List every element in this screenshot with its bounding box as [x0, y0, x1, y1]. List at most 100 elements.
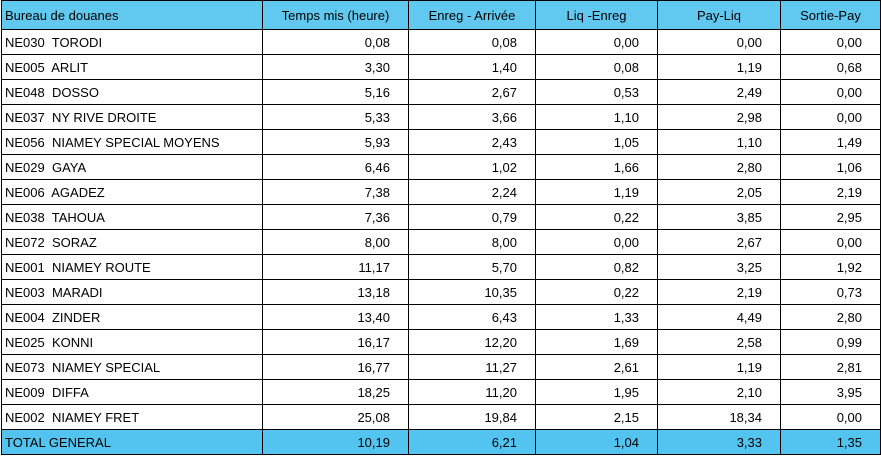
table-cell: 1,10 [657, 129, 781, 155]
total-cell: 3,33 [657, 429, 781, 455]
table-cell: 0,82 [535, 254, 658, 280]
table-cell: 2,05 [657, 179, 781, 205]
table-row: NE038 TAHOUA 7,36 0,79 0,22 3,85 2,95 [1, 204, 881, 230]
table-row: NE001 NIAMEY ROUTE 11,17 5,70 0,82 3,25 1,92 [1, 254, 881, 280]
table-cell: NE029 GAYA [1, 154, 263, 180]
table-cell: 1,49 [780, 129, 881, 155]
table-cell: 2,61 [535, 354, 658, 380]
table-cell: 0,99 [780, 329, 881, 355]
header-row: Bureau de douanes Temps mis (heure) Enreg … [1, 0, 881, 30]
table-cell: 0,08 [408, 29, 536, 55]
table-cell: 2,95 [780, 204, 881, 230]
table-cell: 3,95 [780, 379, 881, 405]
table-cell: 0,00 [780, 79, 881, 105]
table-cell: 1,05 [535, 129, 658, 155]
table-cell: 0,00 [535, 29, 658, 55]
table-cell: 11,20 [408, 379, 536, 405]
table-cell: 2,19 [657, 279, 781, 305]
header-cell: Sortie-Pay [780, 0, 881, 30]
table-cell: 2,81 [780, 354, 881, 380]
table-cell: 2,43 [408, 129, 536, 155]
table-row: NE025 KONNI 16,17 12,20 1,69 2,58 0,99 [1, 329, 881, 355]
table-cell: 12,20 [408, 329, 536, 355]
table-cell: 3,25 [657, 254, 781, 280]
table-cell: 5,16 [262, 79, 409, 105]
table-cell: 2,10 [657, 379, 781, 405]
table-cell: NE005 ARLIT [1, 54, 263, 80]
table-cell: 5,33 [262, 104, 409, 130]
table-cell: 2,80 [780, 304, 881, 330]
table-cell: 2,24 [408, 179, 536, 205]
table-cell: 1,95 [535, 379, 658, 405]
table-row: NE002 NIAMEY FRET 25,08 19,84 2,15 18,34 0,00 [1, 404, 881, 430]
table-row: NE037 NY RIVE DROITE 5,33 3,66 1,10 2,98 0,00 [1, 104, 881, 130]
table-cell: 19,84 [408, 404, 536, 430]
table-cell: 0,00 [657, 29, 781, 55]
table-cell: NE037 NY RIVE DROITE [1, 104, 263, 130]
table-cell: 13,40 [262, 304, 409, 330]
table-cell: 4,49 [657, 304, 781, 330]
table-row: NE003 MARADI 13,18 10,35 0,22 2,19 0,73 [1, 279, 881, 305]
table-cell: NE002 NIAMEY FRET [1, 404, 263, 430]
header-cell: Enreg - Arrivée [408, 0, 536, 30]
table-cell: 3,30 [262, 54, 409, 80]
table-row: NE056 NIAMEY SPECIAL MOYENS 5,93 2,43 1,05 1… [1, 129, 881, 155]
table-cell: 16,77 [262, 354, 409, 380]
table-cell: 0,00 [780, 229, 881, 255]
table-cell: 3,66 [408, 104, 536, 130]
table-row: NE004 ZINDER 13,40 6,43 1,33 4,49 2,80 [1, 304, 881, 330]
total-cell: 10,19 [262, 429, 409, 455]
table-cell: 0,22 [535, 204, 658, 230]
table-cell: 16,17 [262, 329, 409, 355]
table-row: NE029 GAYA 6,46 1,02 1,66 2,80 1,06 [1, 154, 881, 180]
table-cell: 1,92 [780, 254, 881, 280]
table-cell: 0,68 [780, 54, 881, 80]
table-cell: NE030 TORODI [1, 29, 263, 55]
table-cell: 18,25 [262, 379, 409, 405]
table-cell: 1,19 [535, 179, 658, 205]
table-cell: NE006 AGADEZ [1, 179, 263, 205]
table-cell: 0,00 [780, 104, 881, 130]
table-cell: 13,18 [262, 279, 409, 305]
table-cell: 0,08 [535, 54, 658, 80]
table-cell: 0,08 [262, 29, 409, 55]
table-cell: 3,85 [657, 204, 781, 230]
table-cell: 1,06 [780, 154, 881, 180]
table-cell: 5,93 [262, 129, 409, 155]
table-cell: 25,08 [262, 404, 409, 430]
table-cell: NE009 DIFFA [1, 379, 263, 405]
table-cell: NE048 DOSSO [1, 79, 263, 105]
header-cell: Liq -Enreg [535, 0, 658, 30]
table-cell: 2,19 [780, 179, 881, 205]
table-cell: 0,00 [535, 229, 658, 255]
header-cell: Bureau de douanes [1, 0, 263, 30]
table-cell: 1,19 [657, 54, 781, 80]
table-cell: 0,79 [408, 204, 536, 230]
table-cell: 11,27 [408, 354, 536, 380]
table-cell: NE073 NIAMEY SPECIAL [1, 354, 263, 380]
table-cell: 1,02 [408, 154, 536, 180]
table-cell: 0,53 [535, 79, 658, 105]
table-cell: 18,34 [657, 404, 781, 430]
table-row: NE048 DOSSO 5,16 2,67 0,53 2,49 0,00 [1, 79, 881, 105]
table-row: NE030 TORODI 0,08 0,08 0,00 0,00 0,00 [1, 29, 881, 55]
table-cell: 0,00 [780, 404, 881, 430]
table-cell: 2,15 [535, 404, 658, 430]
header-cell: Temps mis (heure) [262, 0, 409, 30]
table-cell: 2,80 [657, 154, 781, 180]
table-row: NE009 DIFFA 18,25 11,20 1,95 2,10 3,95 [1, 379, 881, 405]
table-cell: 1,33 [535, 304, 658, 330]
total-cell: 1,35 [780, 429, 881, 455]
table-cell: 10,35 [408, 279, 536, 305]
table-cell: 0,73 [780, 279, 881, 305]
table-cell: 8,00 [408, 229, 536, 255]
table-cell: 2,67 [408, 79, 536, 105]
table-row: NE072 SORAZ 8,00 8,00 0,00 2,67 0,00 [1, 229, 881, 255]
table-cell: NE038 TAHOUA [1, 204, 263, 230]
table-cell: 2,58 [657, 329, 781, 355]
table-cell: 1,40 [408, 54, 536, 80]
table-cell: 1,19 [657, 354, 781, 380]
table-cell: 5,70 [408, 254, 536, 280]
total-cell: 6,21 [408, 429, 536, 455]
